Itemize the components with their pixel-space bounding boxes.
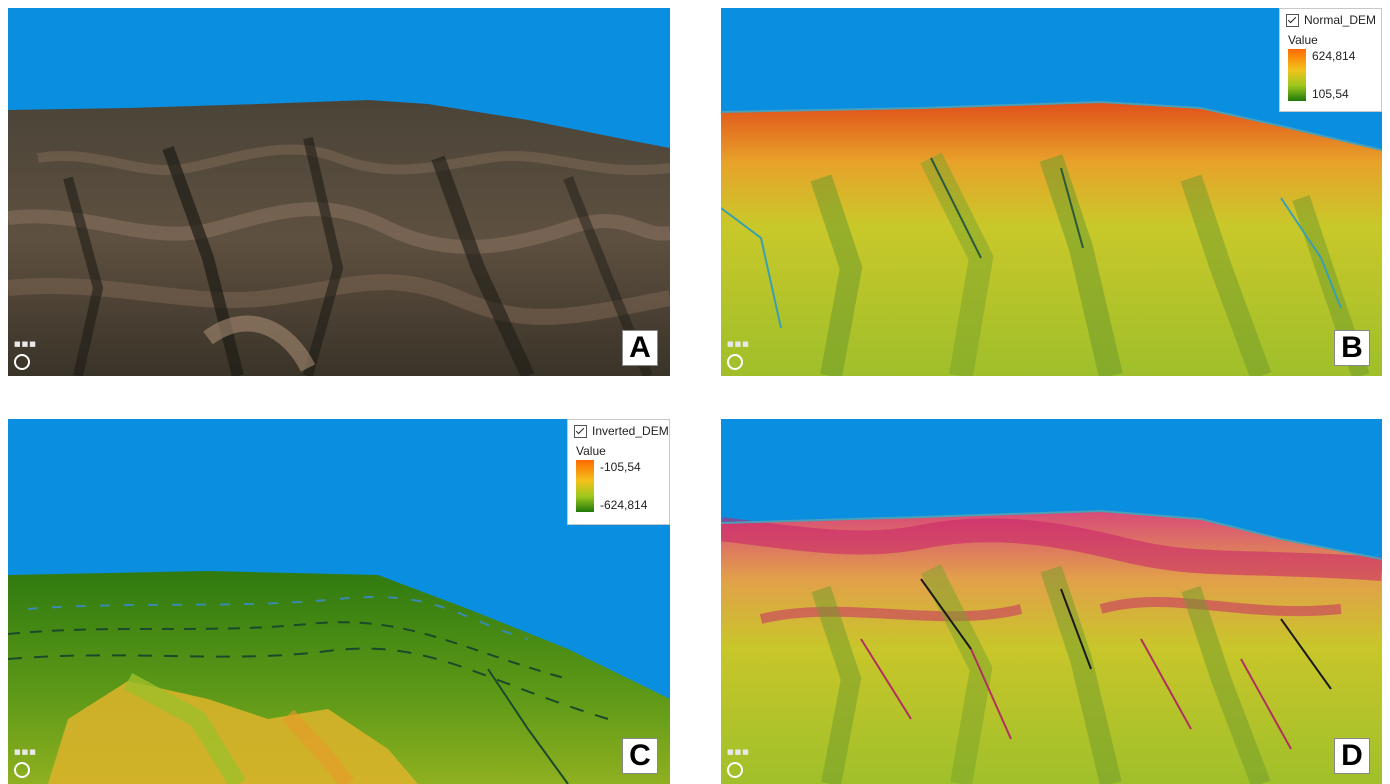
legend-title: Value — [576, 444, 606, 458]
panel-d-dem-overlay: ■■■ D — [721, 419, 1382, 784]
legend-max-value: -105,54 — [600, 460, 641, 474]
navigation-compass-icon[interactable] — [727, 354, 743, 370]
terrain-scene-d — [721, 419, 1382, 784]
nav-dots-icon: ■■■ — [727, 748, 750, 756]
navigation-compass-icon[interactable] — [727, 762, 743, 778]
nav-dots-icon: ■■■ — [14, 748, 37, 756]
legend-layer-name: Inverted_DEM — [592, 424, 669, 438]
terrain-scene-a — [8, 8, 670, 376]
color-ramp — [1288, 49, 1306, 101]
terrain-scene-c — [8, 419, 670, 784]
nav-dots-icon: ■■■ — [14, 340, 37, 348]
panel-label: C — [622, 738, 658, 774]
panel-label: B — [1334, 330, 1370, 366]
navigation-compass-icon[interactable] — [14, 354, 30, 370]
layer-visibility-checkbox[interactable] — [574, 424, 587, 438]
panel-c-inverted-dem: Inverted_DEM Value -105,54 -624,814 ■■■ … — [8, 419, 670, 784]
color-ramp — [576, 460, 594, 512]
legend-min-value: -624,814 — [600, 498, 648, 512]
panel-label: D — [1334, 738, 1370, 774]
legend-normal-dem: Normal_DEM Value 624,814 105,54 — [1279, 8, 1382, 112]
legend-layer-name: Normal_DEM — [1304, 13, 1377, 27]
legend-title: Value — [1288, 33, 1318, 47]
legend-min-value: 105,54 — [1312, 87, 1349, 101]
panel-a-satellite-view: ■■■ A — [8, 8, 670, 376]
layer-visibility-checkbox[interactable] — [1286, 13, 1299, 27]
nav-dots-icon: ■■■ — [727, 340, 750, 348]
navigation-compass-icon[interactable] — [14, 762, 30, 778]
legend-max-value: 624,814 — [1312, 49, 1356, 63]
panel-label: A — [622, 330, 658, 366]
legend-inverted-dem: Inverted_DEM Value -105,54 -624,814 — [567, 419, 670, 525]
panel-b-normal-dem: Normal_DEM Value 624,814 105,54 ■■■ B — [721, 8, 1382, 376]
